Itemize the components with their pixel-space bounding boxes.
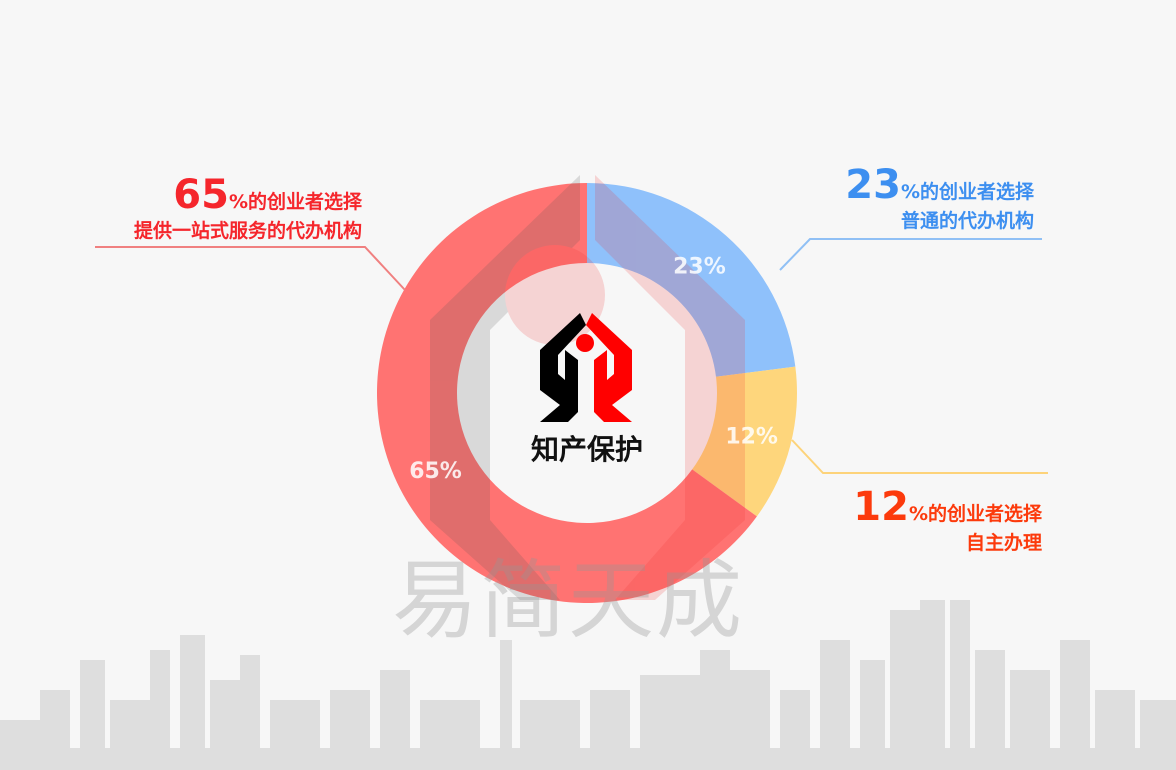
annotation-line1: %的创业者选择 [228, 191, 362, 213]
leader-line-65 [95, 246, 406, 291]
slice-label: 23% [673, 254, 726, 279]
city-skyline [0, 600, 1176, 770]
annotation-line2: 自主办理 [965, 532, 1042, 554]
annotation-percent: 12 [853, 484, 909, 530]
annotation-line1: %的创业者选择 [900, 181, 1034, 203]
building [950, 600, 970, 770]
annotation-12: 12%的创业者选择 自主办理 [853, 482, 1042, 556]
building [920, 600, 945, 770]
slice-23 [587, 183, 796, 377]
annotation-65: 65%的创业者选择 提供一站式服务的代办机构 [134, 170, 362, 244]
building [240, 655, 260, 770]
leader-line-23 [779, 238, 1042, 271]
building [150, 650, 170, 770]
slice-label: 12% [725, 424, 778, 449]
center-label: 知产保护 [530, 433, 643, 466]
ground [0, 748, 1176, 770]
slice-label: 65% [409, 459, 462, 484]
building [180, 635, 205, 770]
annotation-line1: %的创业者选择 [908, 503, 1042, 525]
watermark-text: 易简天成 [392, 551, 744, 651]
annotation-23: 23%的创业者选择 普通的代办机构 [845, 160, 1034, 234]
annotation-percent: 65 [173, 172, 229, 218]
house-hands-logo-icon [540, 313, 632, 422]
slice-65 [376, 183, 757, 604]
slice-12 [692, 366, 797, 517]
annotation-line2: 提供一站式服务的代办机构 [133, 220, 362, 242]
leader-line-12 [791, 439, 1048, 474]
annotation-percent: 23 [845, 162, 901, 208]
annotation-line2: 普通的代办机构 [900, 210, 1034, 232]
building [890, 610, 920, 770]
building [500, 640, 512, 770]
